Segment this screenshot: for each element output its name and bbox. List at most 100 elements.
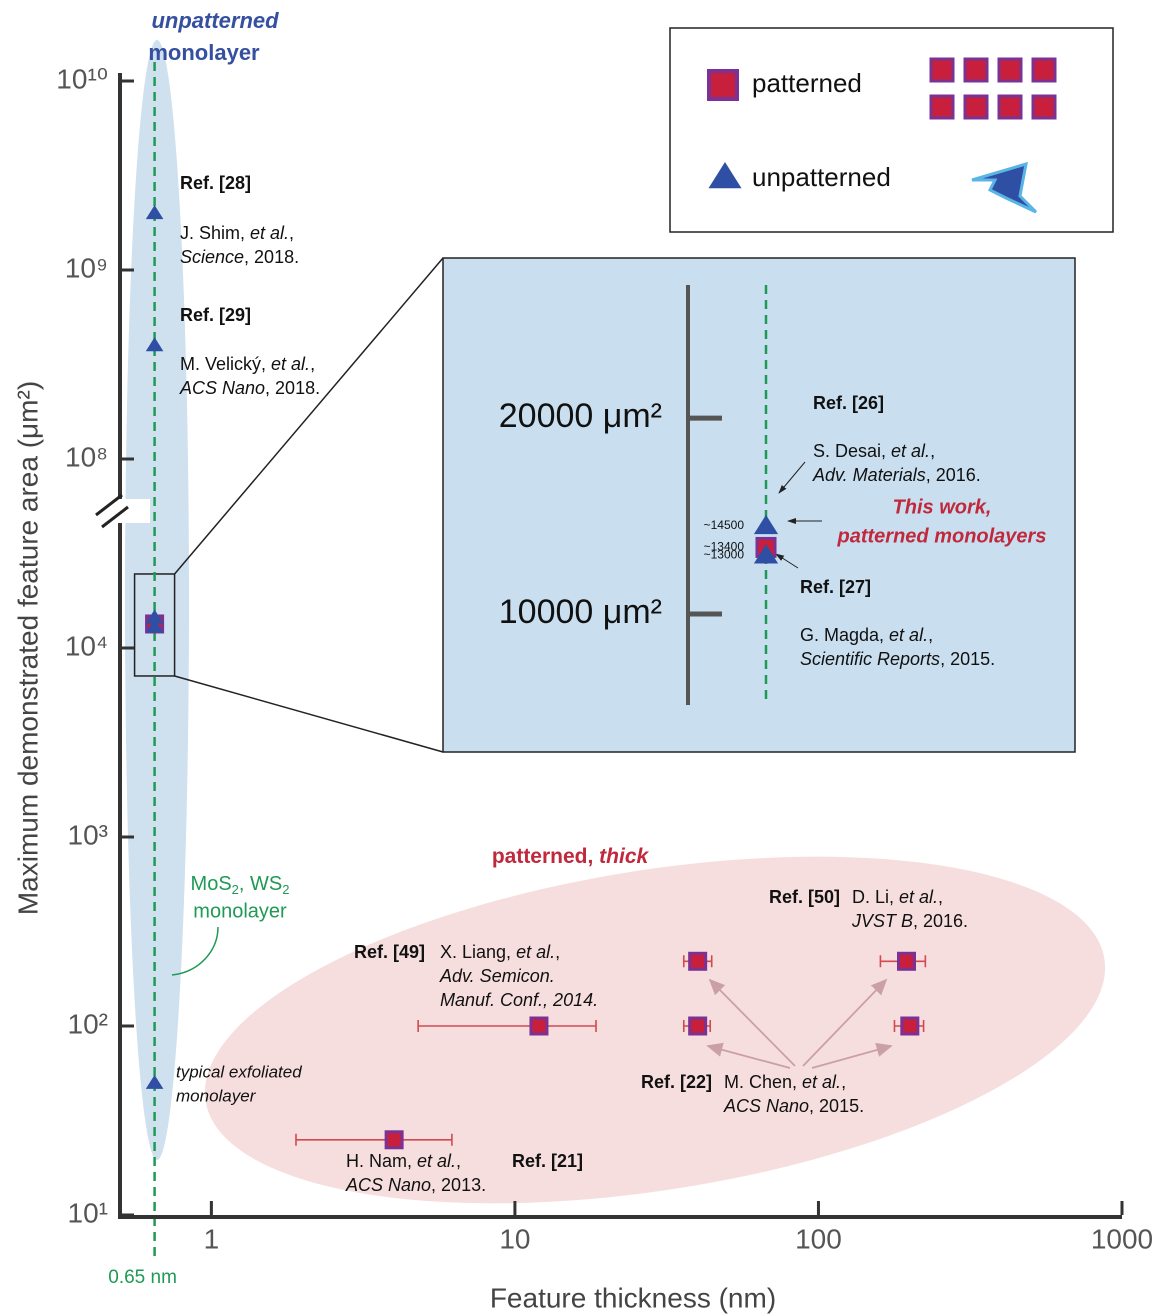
ref-part: , <box>456 1151 461 1171</box>
zoom-connector <box>174 257 444 575</box>
arrows <box>706 461 893 1069</box>
annotation-part: patterned, <box>492 845 599 868</box>
value-label: ~14500 <box>704 518 745 532</box>
ref-label: Ref. [29] <box>180 305 251 325</box>
y-tick-label: 10¹ <box>68 1197 108 1228</box>
ref-part: , 2016. <box>913 911 968 931</box>
annotation: monolayer <box>176 1086 257 1105</box>
ref-part: ACS Nano <box>179 378 265 398</box>
annotation: unpatterned <box>151 8 279 33</box>
marker <box>145 1074 164 1089</box>
ref-citation: H. Nam, et al., <box>346 1151 461 1171</box>
ref-citation: S. Desai, et al., <box>813 441 935 461</box>
ref-part: et al. <box>271 354 310 374</box>
marker <box>753 514 779 535</box>
marker <box>145 205 164 220</box>
ref-citation: J. Shim, et al., <box>180 223 294 243</box>
ref-part: ACS Nano <box>345 1175 431 1195</box>
x-axis-title: Feature thickness (nm) <box>490 1282 776 1313</box>
ref-citation: Scientific Reports, 2015. <box>800 649 995 669</box>
zoom-connector <box>174 675 444 753</box>
ref-part: Scientific Reports <box>800 649 940 669</box>
ref-part: et al. <box>899 887 938 907</box>
legend-marker <box>707 69 739 101</box>
legend-decoration <box>929 57 1057 120</box>
y-tick-label: 10⁴ <box>65 630 108 661</box>
annotation: monolayer <box>193 900 287 922</box>
y-tick-label: 10³ <box>68 819 108 850</box>
guide-label: 0.65 nm <box>108 1267 177 1288</box>
ref-citation: G. Magda, et al., <box>800 625 933 645</box>
ref-citation: ACS Nano, 2015. <box>723 1096 864 1116</box>
marker <box>900 1016 920 1036</box>
ref-label: Ref. [22] <box>641 1072 712 1092</box>
y-tick-label: 10⁸ <box>65 441 108 472</box>
marker <box>529 1016 549 1036</box>
monolayer-region <box>125 40 189 1160</box>
ref-part: S. Desai, <box>813 441 891 461</box>
axis-break <box>95 493 123 517</box>
ref-part: Adv. Materials <box>812 465 926 485</box>
flake-icon <box>971 161 1038 214</box>
ref-citation: JVST B, 2016. <box>851 911 968 931</box>
ref-part: M. Velický, <box>180 354 271 374</box>
ref-part: , 2013. <box>431 1175 486 1195</box>
legend-label: unpatterned <box>752 162 891 192</box>
ref-part: Adv. Semicon. <box>439 966 555 986</box>
marker <box>688 951 708 971</box>
annotation-part: 2 <box>282 882 289 897</box>
leader <box>171 926 219 976</box>
ref-label: Ref. [50] <box>769 887 840 907</box>
marker <box>145 609 164 624</box>
ref-label: Ref. [27] <box>800 577 871 597</box>
ref-citation: Adv. Materials, 2016. <box>812 465 981 485</box>
ref-part: et al. <box>891 441 930 461</box>
axis-break <box>101 505 129 529</box>
x-tick-label: 1000 <box>1091 1223 1153 1254</box>
ref-part: et al. <box>516 942 555 962</box>
x-tick-label: 1 <box>204 1223 220 1254</box>
thick-region <box>204 856 1106 1204</box>
marker <box>896 951 916 971</box>
ref-citation: ACS Nano, 2013. <box>345 1175 486 1195</box>
error-bar <box>295 1133 453 1146</box>
ref-part: , 2015. <box>809 1096 864 1116</box>
annotation: patterned, thick <box>492 845 650 868</box>
ref-part: JVST B <box>851 911 913 931</box>
ref-part: , <box>938 887 943 907</box>
ref-part: et al. <box>250 223 289 243</box>
inset-tick-label: 20000 μm² <box>499 397 662 435</box>
ref-citation: D. Li, et al., <box>852 887 943 907</box>
ref-part: , <box>289 223 294 243</box>
ref-citation: Science, 2018. <box>180 247 299 267</box>
y-tick-label: 10⁹ <box>65 252 108 283</box>
ref-citation: Manuf. Conf., 2014. <box>440 990 598 1010</box>
value-label: ~13400 <box>704 540 745 554</box>
annotation: MoS2, WS2 <box>191 873 290 897</box>
ref-label: Ref. [26] <box>813 393 884 413</box>
ref-citation: X. Liang, et al., <box>440 942 560 962</box>
ref-part: et al. <box>889 625 928 645</box>
ref-citation: M. Chen, et al., <box>724 1072 846 1092</box>
ref-part: , <box>930 441 935 461</box>
annotation: monolayer <box>148 40 260 65</box>
error-bar <box>417 1020 597 1032</box>
x-tick-label: 100 <box>795 1223 842 1254</box>
ref-part: Manuf. Conf., 2014. <box>440 990 598 1010</box>
ref-part: , 2016. <box>926 465 981 485</box>
marker <box>688 1016 708 1036</box>
ref-citation: ACS Nano, 2018. <box>179 378 320 398</box>
y-axis-title: Maximum demonstrated feature area (μm²) <box>12 381 43 915</box>
ref-citation: M. Velický, et al., <box>180 354 315 374</box>
ref-part: J. Shim, <box>180 223 250 243</box>
marker <box>145 618 164 633</box>
x-tick-label: 10 <box>499 1223 530 1254</box>
value-label: ~13000 <box>704 547 745 561</box>
ref-part: Science <box>180 247 244 267</box>
ref-part: , 2018. <box>265 378 320 398</box>
ref-label: Ref. [28] <box>180 173 251 193</box>
ref-part: ACS Nano <box>723 1096 809 1116</box>
annotation: This work, <box>893 496 992 518</box>
